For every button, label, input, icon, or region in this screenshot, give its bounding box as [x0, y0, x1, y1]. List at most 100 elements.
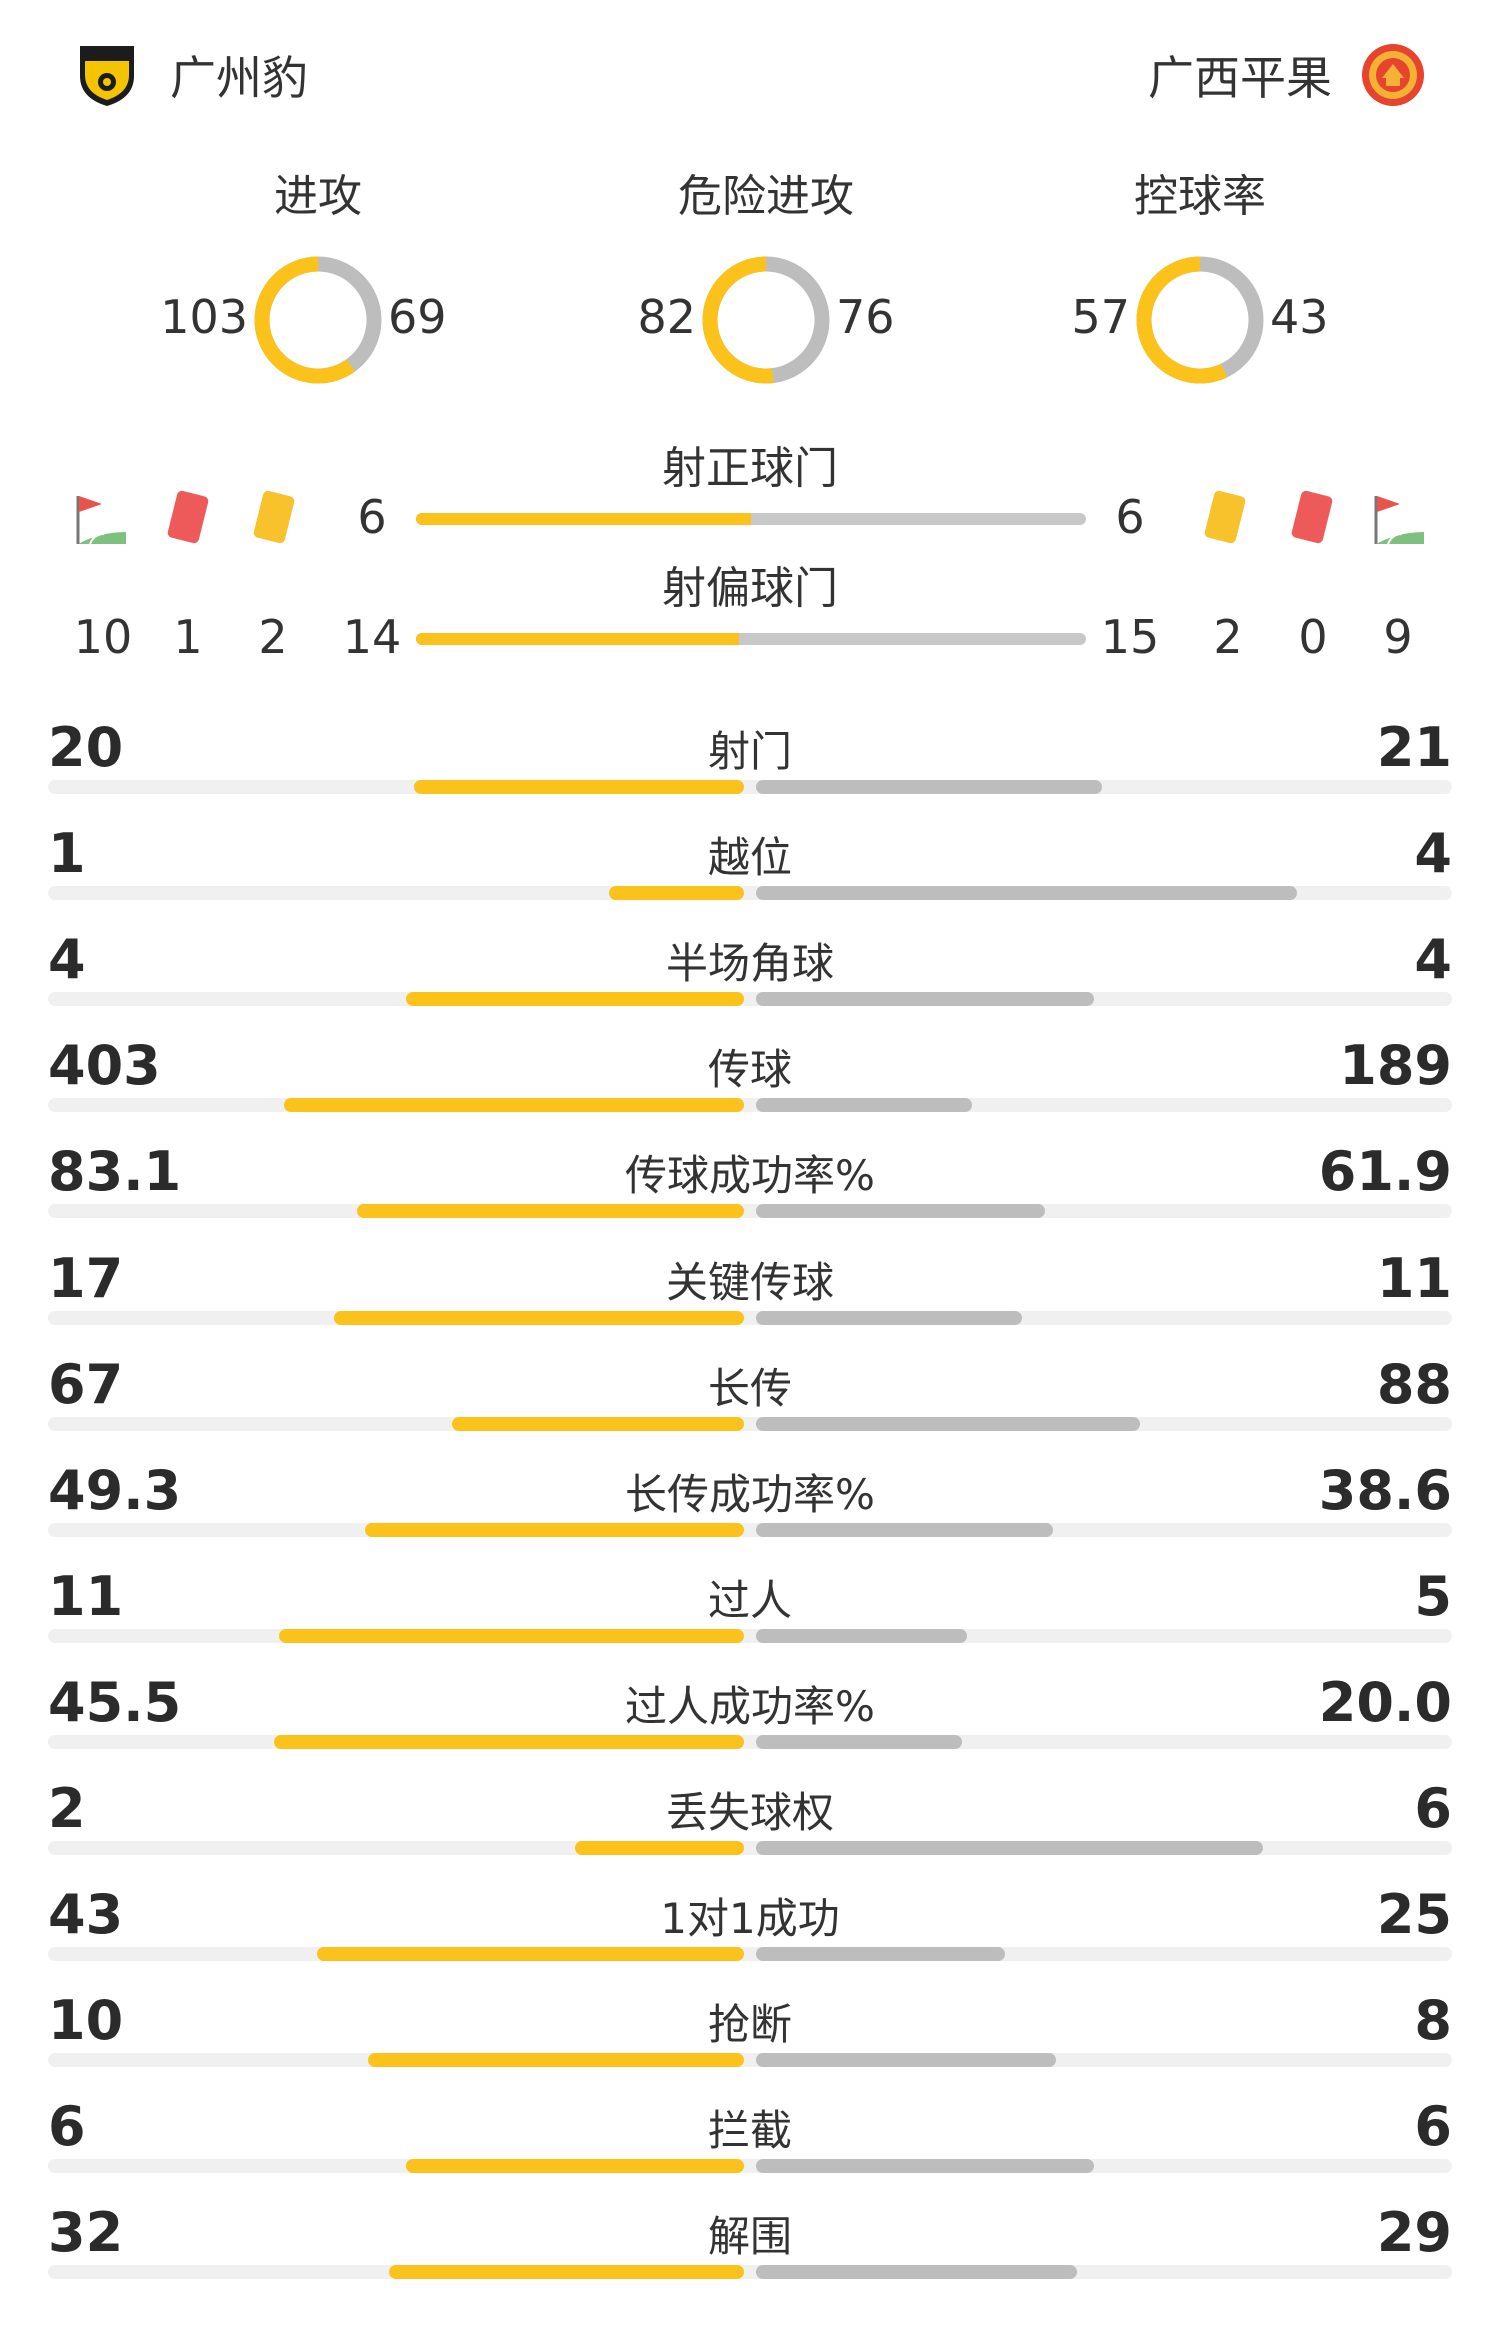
stat-track: [48, 780, 1452, 794]
home-shots-on-target-fill: [416, 513, 751, 525]
stat-label: 传球: [707, 1045, 792, 1094]
home-team-name: 广州豹: [170, 51, 308, 105]
stat-label: 1对1成功: [660, 1894, 840, 1943]
stat-home-value: 11: [48, 1565, 124, 1628]
stat-label: 拦截: [707, 2106, 792, 2155]
home-yellow-cards-count: 2: [258, 610, 288, 664]
stat-row: 17 关键传球 11: [0, 1239, 1500, 1345]
stat-home-bar: [279, 1629, 744, 1643]
stat-away-value: 61.9: [1318, 1140, 1452, 1203]
stat-row: 45.5 过人成功率% 20.0: [0, 1663, 1500, 1769]
stat-home-value: 43: [48, 1883, 124, 1946]
stat-home-bar: [406, 992, 744, 1006]
stat-home-value: 67: [48, 1353, 124, 1416]
stat-away-value: 4: [1414, 928, 1452, 991]
stat-away-bar: [756, 1629, 967, 1643]
stat-track: [48, 1204, 1452, 1218]
stat-away-bar: [756, 2159, 1094, 2173]
stat-away-bar: [756, 1947, 1005, 1961]
stat-away-bar: [756, 1417, 1140, 1431]
donut-home-value: 57: [1071, 290, 1130, 344]
red-card-icon: [167, 490, 209, 544]
home-team[interactable]: 广州豹: [72, 40, 308, 110]
stat-home-bar: [365, 1523, 744, 1537]
stat-label: 长传: [707, 1364, 792, 1413]
away-team[interactable]: 广西平果: [1148, 40, 1428, 110]
stat-away-value: 11: [1376, 1247, 1452, 1310]
stat-away-value: 29: [1376, 2201, 1452, 2264]
stat-label: 过人: [707, 1576, 792, 1625]
stat-away-value: 6: [1414, 2095, 1452, 2158]
stat-label: 长传成功率%: [625, 1470, 875, 1519]
stat-home-value: 1: [48, 822, 86, 885]
donut-title: 进攻: [274, 171, 362, 222]
stat-away-value: 25: [1376, 1883, 1452, 1946]
shots-on-target-bar: [416, 513, 1086, 525]
donut-stat: 进攻 103 69: [108, 160, 528, 410]
stat-track: [48, 2053, 1452, 2067]
shots-on-target-title: 射正球门: [662, 443, 838, 494]
donut-stat: 控球率 57 43: [990, 160, 1410, 410]
stat-home-bar: [357, 1204, 744, 1218]
stat-track: [48, 992, 1452, 1006]
corner-flag-icon: [1374, 496, 1424, 545]
stat-label: 传球成功率%: [625, 1151, 875, 1200]
stat-home-bar: [389, 2265, 744, 2279]
shots-off-target-title: 射偏球门: [662, 563, 838, 614]
stat-label: 解围: [707, 2212, 792, 2261]
stat-away-bar: [756, 1311, 1022, 1325]
stat-label: 射门: [707, 727, 792, 776]
stat-home-value: 2: [48, 1777, 86, 1840]
stat-home-bar: [406, 2159, 744, 2173]
stat-label: 半场角球: [665, 939, 834, 988]
stat-track: [48, 1417, 1452, 1431]
stat-away-value: 4: [1414, 822, 1452, 885]
stat-home-value: 45.5: [48, 1671, 182, 1734]
stat-home-bar: [284, 1098, 744, 1112]
red-card-icon: [1291, 490, 1333, 544]
stat-away-value: 88: [1376, 1353, 1452, 1416]
stat-label: 越位: [707, 833, 792, 882]
stat-away-bar: [756, 1523, 1053, 1537]
yellow-card-icon: [253, 490, 295, 544]
stat-away-value: 21: [1376, 716, 1452, 779]
stat-away-value: 20.0: [1318, 1671, 1452, 1734]
stat-home-bar: [317, 1947, 744, 1961]
away-shots-on-target: 6: [1115, 490, 1145, 544]
stat-label: 丢失球权: [665, 1788, 834, 1837]
stat-row: 11 过人 5: [0, 1557, 1500, 1663]
home-shots-off-target-fill: [416, 633, 740, 645]
stat-away-bar: [756, 2265, 1077, 2279]
guangxi-pingguo-round-logo: [1362, 44, 1424, 106]
donut-title: 危险进攻: [678, 171, 854, 222]
stat-row: 43 1对1成功 25: [0, 1875, 1500, 1981]
stat-home-bar: [334, 1311, 744, 1325]
donut-home-arc: [1136, 256, 1264, 384]
stat-track: [48, 2159, 1452, 2173]
donut-ring: [254, 256, 382, 384]
donut-ring: [702, 256, 830, 384]
stat-away-bar: [756, 2053, 1056, 2067]
donut-home-value: 82: [637, 290, 696, 344]
donut-away-value: 69: [388, 290, 447, 344]
donut-ring: [1136, 256, 1264, 384]
stat-row: 6 拦截 6: [0, 2087, 1500, 2193]
stat-home-value: 83.1: [48, 1140, 182, 1203]
stat-track: [48, 1098, 1452, 1112]
stat-row: 403 传球 189: [0, 1026, 1500, 1132]
home-red-cards-count: 1: [173, 610, 203, 664]
away-red-cards-count: 0: [1298, 610, 1328, 664]
stat-home-value: 20: [48, 716, 124, 779]
stat-row: 49.3 长传成功率% 38.6: [0, 1451, 1500, 1557]
stat-away-bar: [756, 1735, 962, 1749]
stat-away-value: 5: [1414, 1565, 1452, 1628]
stat-label: 抢断: [707, 2000, 792, 2049]
stat-home-value: 6: [48, 2095, 86, 2158]
guangzhou-leopard-shield-logo: [80, 46, 134, 106]
corner-flag-icon: [76, 496, 126, 545]
donut-away-value: 43: [1270, 290, 1329, 344]
stat-home-bar: [575, 1841, 744, 1855]
stat-row: 20 射门 21: [0, 708, 1500, 814]
away-corners-count: 9: [1383, 610, 1413, 664]
stat-row: 1 越位 4: [0, 814, 1500, 920]
